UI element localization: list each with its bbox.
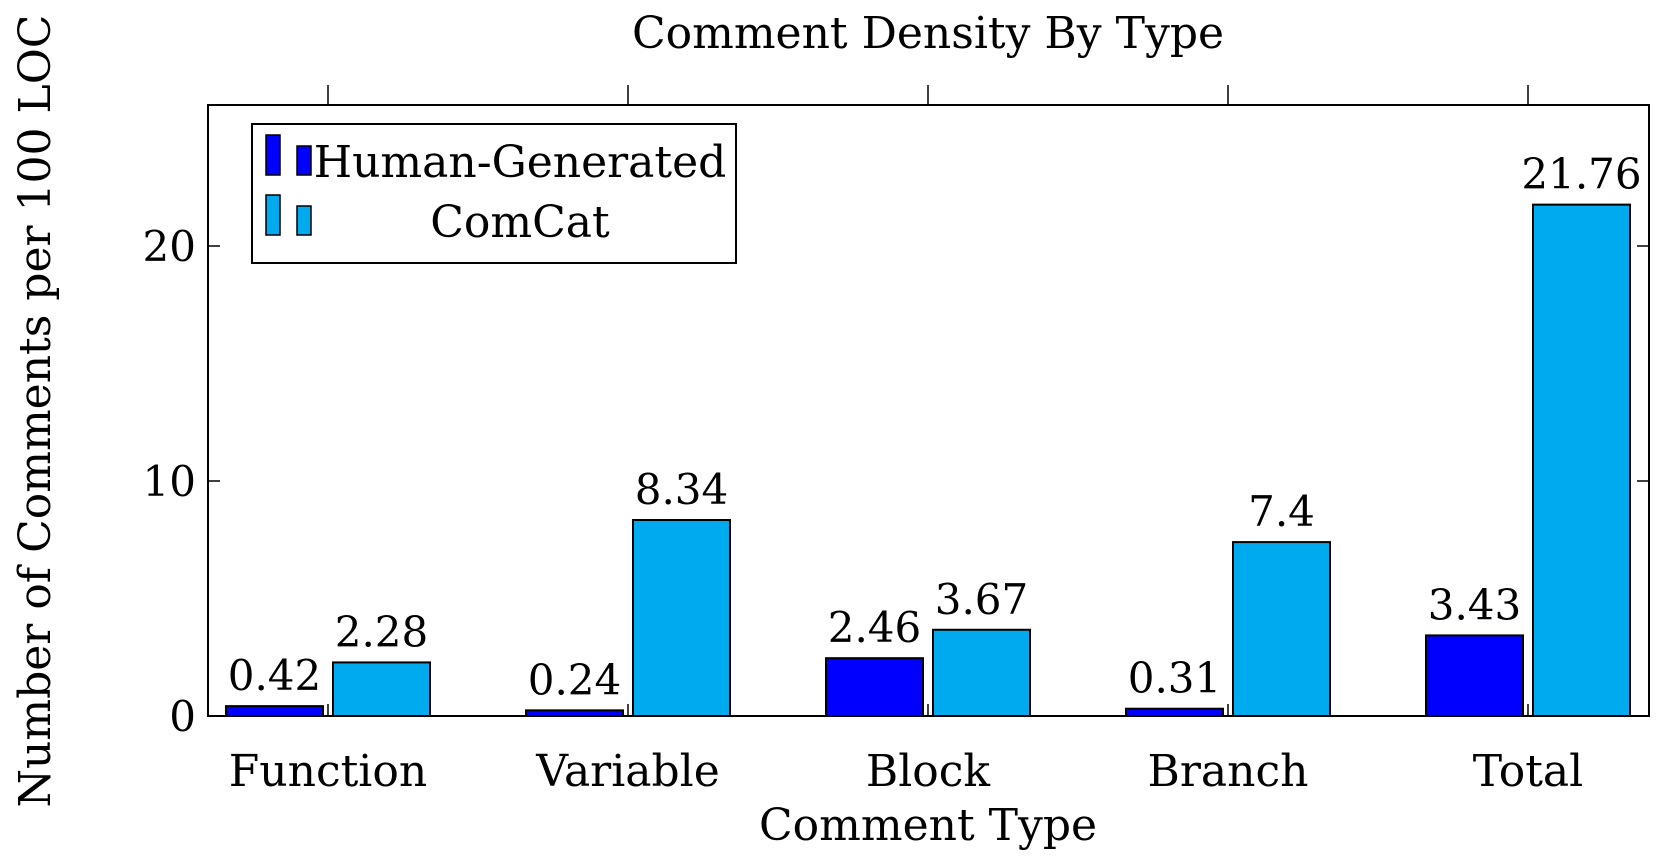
x-axis-label: Comment Type [759,800,1097,851]
data-label-comcat-total: 21.76 [1521,150,1641,199]
y-tick-label-0: 0 [169,692,196,741]
legend-label-human-generated: Human-Generated [314,137,727,188]
bar-human-generated-function [225,705,324,718]
data-label-human-generated-total: 3.43 [1428,580,1522,629]
data-label-comcat-branch: 7.4 [1248,487,1315,536]
legend-label-comcat: ComCat [430,197,610,248]
legend-swatch-comcat-a [265,194,281,236]
bar-comcat-function [332,661,431,717]
bar-comcat-variable [632,519,731,718]
bar-comcat-total [1532,203,1631,717]
legend-swatch-human-generated-a [265,134,281,176]
x-tick-label-function: Function [229,746,427,797]
data-label-comcat-block: 3.67 [935,575,1029,624]
x-tick-label-variable: Variable [535,746,720,797]
bar-comcat-branch [1232,541,1331,717]
data-label-comcat-function: 2.28 [335,607,429,656]
x-tick-label-branch: Branch [1148,746,1309,797]
x-tick-label-total: Total [1473,746,1583,797]
bar-human-generated-total [1425,634,1524,718]
y-tick-label-10: 10 [143,457,196,506]
data-label-human-generated-block: 2.46 [828,603,922,652]
bar-comcat-block [932,628,1031,718]
bar-human-generated-branch [1125,707,1224,718]
bars: 0.42 2.28 0.24 8.34 2.46 3.67 0.31 7.4 3.43 21.76 [225,150,1642,718]
data-label-human-generated-variable: 0.24 [528,655,622,704]
legend: Human-Generated ComCat [251,123,737,264]
data-label-comcat-variable: 8.34 [635,465,729,514]
legend-swatch-human-generated-b [296,145,312,176]
y-tick-label-20: 20 [143,222,196,271]
y-axis-label: Number of Comments per 100 LOC [10,15,61,808]
plot-frame [207,104,1650,717]
legend-swatch-comcat-b [296,205,312,236]
bar-human-generated-block [825,657,924,718]
axis-ticks: 0 10 20 Function Variable Block Branch Total [143,85,1649,797]
data-label-human-generated-function: 0.42 [228,651,322,700]
data-label-human-generated-branch: 0.31 [1128,654,1222,703]
x-tick-label-block: Block [866,746,991,797]
legend-box [251,123,737,264]
chart-title: Comment Density By Type [632,8,1224,59]
